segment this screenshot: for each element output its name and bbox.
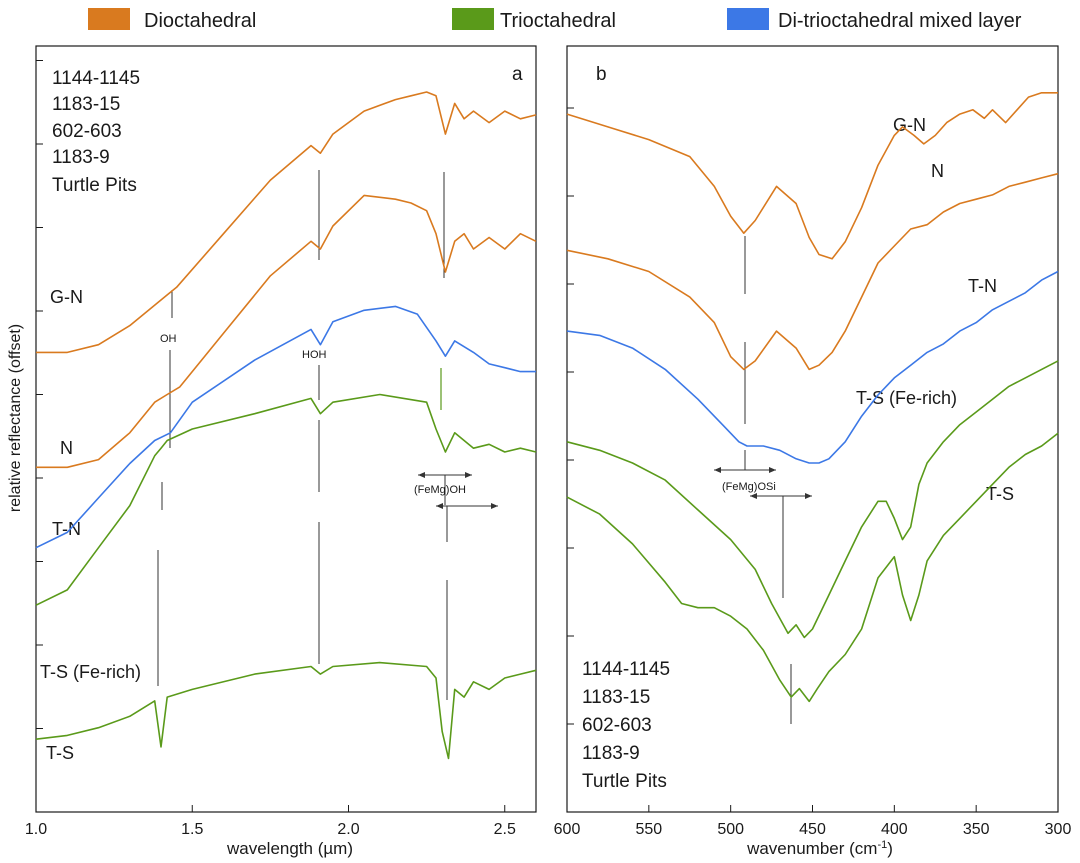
panel-b-sample-5: Turtle Pits — [582, 771, 667, 792]
panel-a-label-n: N — [60, 438, 73, 458]
femgosi-arrow-l2 — [750, 493, 757, 499]
legend-label-mixed-layer: Di-trioctahedral mixed layer — [778, 10, 1022, 32]
legend-label-trioctahedral: Trioctahedral — [500, 10, 616, 32]
panel-b-x-tick-label-350: 350 — [963, 821, 990, 838]
panel-a-sample-1: 1144-1145 — [52, 68, 140, 89]
femgoh-arrow-l1 — [418, 472, 425, 478]
hoh-label: HOH — [302, 349, 327, 361]
panel-b-series-n — [566, 172, 1059, 371]
panel-a-x-tick-label-1-5: 1.5 — [181, 821, 203, 838]
femgoh-label: (FeMg)OH — [414, 484, 466, 496]
panel-b-x-tick-label-300: 300 — [1045, 821, 1072, 838]
panel-b-label-n: N — [931, 161, 944, 181]
axis-ticks: 1.0 1.5 2.0 2.5 600 550 500 450 400 350 300 — [25, 60, 1072, 838]
panel-a-series-t-s — [35, 661, 537, 760]
femgoh-arrow-r1 — [465, 472, 472, 478]
panel-b-x-axis-label-sup: -1 — [877, 839, 887, 851]
legend-swatch-trioctahedral — [452, 8, 494, 30]
panel-a-series-t-n — [35, 305, 536, 549]
panel-a-x-tick-label-1-0: 1.0 — [25, 821, 47, 838]
panel-b-label-g-n: G-N — [893, 115, 926, 135]
panel-a-tag: a — [512, 64, 523, 85]
panel-b-x-tick-label-450: 450 — [799, 821, 826, 838]
panel-b-x-tick-label-500: 500 — [717, 821, 744, 838]
panel-a-sample-3: 602-603 — [52, 121, 122, 142]
panel-a-series-t-s-fe-rich — [35, 393, 537, 606]
panel-b-series-t-n — [566, 270, 1059, 464]
legend-label-dioctahedral: Dioctahedral — [144, 10, 256, 32]
panel-a-series-n — [36, 194, 537, 469]
panel-b-label-t-s-fe-rich: T-S (Fe-rich) — [856, 388, 957, 408]
panel-a-label-t-s-fe-rich: T-S (Fe-rich) — [40, 662, 141, 682]
panel-b-sample-2: 1183-15 — [582, 687, 650, 708]
panel-b-series-g-n — [566, 92, 1058, 260]
panel-a-frame — [35, 45, 537, 813]
panel-a-x-tick-label-2-5: 2.5 — [494, 821, 516, 838]
panel-a-label-g-n: G-N — [50, 287, 83, 307]
panel-b-sample-list: 1144-1145 1183-15 602-603 1183-9 Turtle … — [582, 659, 670, 792]
legend-swatch-mixed-layer — [727, 8, 769, 30]
panel-b-sample-3: 602-603 — [582, 715, 652, 736]
femgosi-arrow-l1 — [714, 467, 721, 473]
panel-a-sample-list: 1144-1145 1183-15 602-603 1183-9 Turtle … — [52, 68, 140, 196]
panel-b-sample-1: 1144-1145 — [582, 659, 670, 680]
panel-a-sample-5: Turtle Pits — [52, 175, 137, 196]
panel-b-x-tick-label-600: 600 — [554, 821, 581, 838]
legend-swatch-dioctahedral — [88, 8, 130, 30]
panel-a-x-tick-label-2-0: 2.0 — [337, 821, 359, 838]
panel-a-label-t-s: T-S — [46, 743, 74, 763]
panel-a-series-g-n — [36, 91, 537, 354]
panel-b-series-t-s — [566, 432, 1059, 703]
panel-a-features: OH HOH (FeMg)OH — [157, 170, 498, 700]
femgosi-arrow-r1 — [769, 467, 776, 473]
femgoh-arrow-r2 — [491, 503, 498, 509]
panel-b-spectra — [566, 92, 1059, 703]
y-axis-label: relative reflectance (offset) — [7, 324, 24, 512]
panel-b-x-axis-label-main: wavenumber (cm — [746, 839, 877, 858]
panel-b-x-tick-label-550: 550 — [635, 821, 662, 838]
panel-b-label-t-n: T-N — [968, 276, 997, 296]
oh-label: OH — [160, 333, 177, 345]
panel-b-series-t-s-fe-rich — [566, 360, 1059, 639]
legend: Dioctahedral Trioctahedral Di-trioctahed… — [88, 8, 1022, 32]
panel-b-label-t-s: T-S — [986, 484, 1014, 504]
panel-a-sample-4: 1183-9 — [52, 147, 110, 168]
panel-b-x-axis-label: wavenumber (cm-1) — [746, 839, 893, 858]
panel-b-tag: b — [596, 64, 607, 85]
panel-a-x-axis-label: wavelength (µm) — [226, 839, 353, 858]
panel-b-x-tick-label-400: 400 — [881, 821, 908, 838]
panel-a-sample-2: 1183-15 — [52, 94, 120, 115]
panel-a-label-t-n: T-N — [52, 519, 81, 539]
femgoh-arrow-l2 — [436, 503, 443, 509]
panel-b-sample-4: 1183-9 — [582, 743, 640, 764]
panel-b-features: (FeMg)OSi — [714, 236, 812, 724]
panel-b-x-axis-label-end: ) — [887, 839, 893, 858]
panel-a-spectra — [35, 91, 537, 760]
femgosi-label: (FeMg)OSi — [722, 481, 776, 493]
femgosi-arrow-r2 — [805, 493, 812, 499]
